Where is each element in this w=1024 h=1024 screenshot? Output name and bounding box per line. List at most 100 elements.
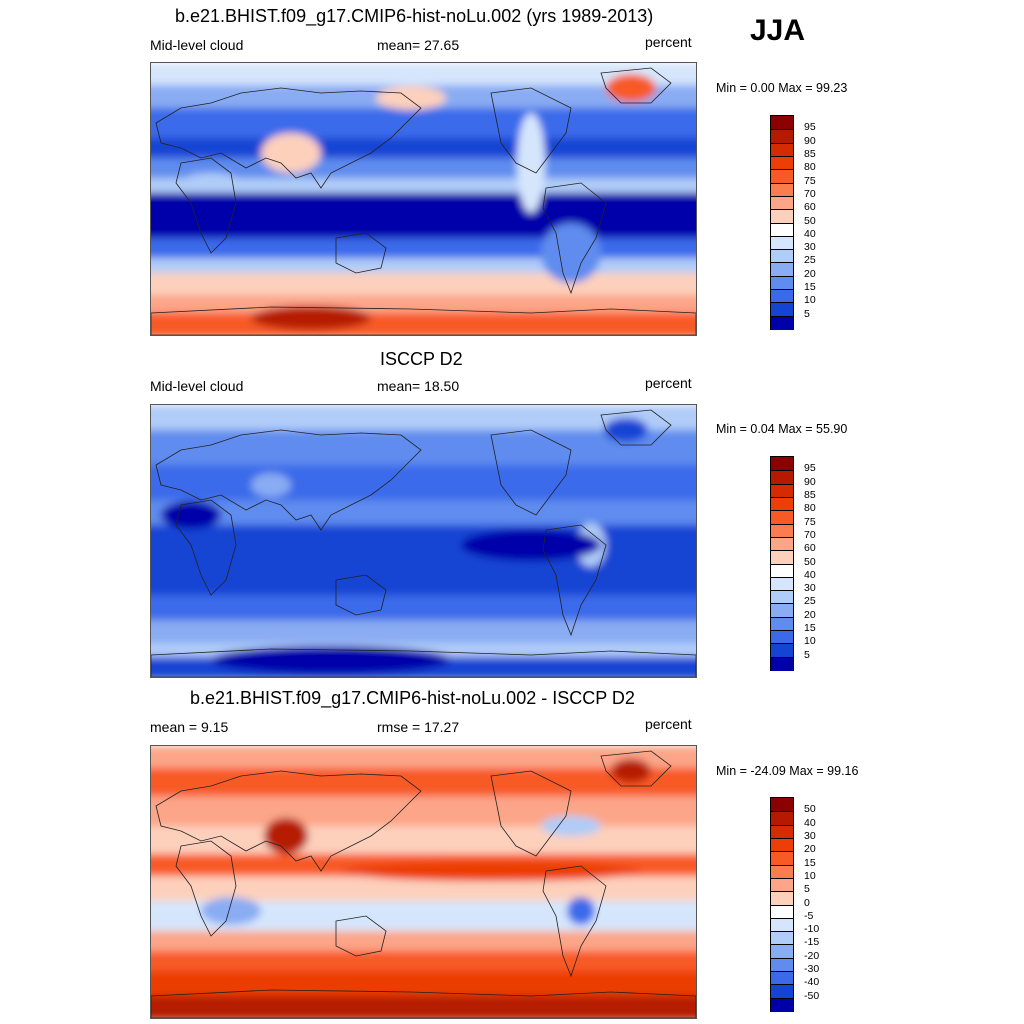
panel-2-units-label: percent	[645, 375, 692, 391]
colorbar-swatch	[771, 510, 793, 525]
colorbar-swatch	[771, 536, 793, 551]
panel-1-variable-label: Mid-level cloud	[150, 37, 244, 53]
colorbar-label: 20	[804, 608, 816, 621]
colorbar-label: 30	[804, 241, 816, 254]
colorbar-label: 10	[804, 869, 816, 882]
colorbar-label: 20	[804, 843, 816, 856]
colorbar-swatch	[771, 289, 793, 303]
colorbar-swatch	[771, 984, 793, 999]
colorbar-label: 95	[804, 462, 816, 475]
panel-2-variable-label: Mid-level cloud	[150, 378, 244, 394]
colorbar-label: -50	[804, 989, 820, 1002]
colorbar-swatch	[771, 249, 793, 263]
colorbar-swatch	[771, 315, 793, 330]
colorbar-label: 25	[804, 254, 816, 267]
colorbar-swatch	[771, 302, 793, 317]
panel-3-colorbar	[770, 797, 794, 1012]
colorbar-label: 60	[804, 201, 816, 214]
colorbar-swatch	[771, 917, 793, 932]
colorbar-label: 10	[804, 294, 816, 307]
colorbar-swatch	[771, 616, 793, 631]
colorbar-swatch	[771, 837, 793, 852]
colorbar-label: 85	[804, 488, 816, 501]
colorbar-swatch	[771, 877, 793, 892]
panel-1-map	[150, 62, 697, 336]
colorbar-swatch	[771, 576, 793, 591]
colorbar-swatch	[771, 904, 793, 919]
colorbar-label: 50	[804, 555, 816, 568]
colorbar-label: 50	[804, 214, 816, 227]
colorbar-swatch	[771, 523, 793, 538]
colorbar-swatch	[771, 931, 793, 945]
colorbar-label: 30	[804, 829, 816, 842]
colorbar-swatch	[771, 222, 793, 237]
colorbar-swatch	[771, 195, 793, 210]
panel-1-title: b.e21.BHIST.f09_g17.CMIP6-hist-noLu.002 …	[175, 6, 654, 26]
colorbar-label: 10	[804, 635, 816, 648]
colorbar-swatch	[771, 235, 793, 250]
colorbar-swatch	[771, 798, 793, 812]
colorbar-swatch	[771, 169, 793, 184]
colorbar-swatch	[771, 116, 793, 130]
colorbar-swatch	[771, 824, 793, 839]
colorbar-swatch	[771, 550, 793, 564]
colorbar-label: 60	[804, 542, 816, 555]
colorbar-swatch	[771, 643, 793, 658]
colorbar-label: 95	[804, 121, 816, 134]
colorbar-swatch	[771, 129, 793, 144]
colorbar-swatch	[771, 971, 793, 985]
colorbar-label: 90	[804, 475, 816, 488]
panel-1-colorbar	[770, 115, 794, 330]
colorbar-swatch	[771, 155, 793, 170]
colorbar-label: 5	[804, 307, 810, 320]
panel-2-colorbar	[770, 456, 794, 671]
colorbar-swatch	[771, 603, 793, 618]
colorbar-swatch	[771, 457, 793, 471]
panel-3-min-max: Min = -24.09 Max = 99.16	[716, 764, 859, 778]
colorbar-label: 5	[804, 883, 810, 896]
panel-3-title: b.e21.BHIST.f09_g17.CMIP6-hist-noLu.002 …	[190, 688, 635, 708]
panel-2-title: ISCCP D2	[380, 349, 463, 369]
colorbar-label: 40	[804, 816, 816, 829]
colorbar-swatch	[771, 851, 793, 866]
colorbar-swatch	[771, 864, 793, 879]
colorbar-label: 30	[804, 582, 816, 595]
colorbar-label: -5	[804, 909, 814, 922]
colorbar-swatch	[771, 630, 793, 644]
panel-1-units-label: percent	[645, 34, 692, 50]
colorbar-swatch	[771, 944, 793, 959]
colorbar-label: 5	[804, 648, 810, 661]
colorbar-label: 25	[804, 595, 816, 608]
panel-2-mean-label: mean= 18.50	[377, 378, 460, 394]
panel-1-mean-label: mean= 27.65	[377, 37, 460, 53]
panel-3-map	[150, 745, 697, 1019]
panel-3-mean-label: mean = 9.15	[150, 719, 229, 735]
colorbar-swatch	[771, 496, 793, 511]
colorbar-swatch	[771, 656, 793, 671]
colorbar-swatch	[771, 182, 793, 197]
colorbar-label: 50	[804, 803, 816, 816]
colorbar-label: -30	[804, 963, 820, 976]
colorbar-label: 15	[804, 622, 816, 635]
panel-3-units-label: percent	[645, 716, 692, 732]
colorbar-swatch	[771, 209, 793, 223]
colorbar-label: 85	[804, 147, 816, 160]
colorbar-swatch	[771, 470, 793, 485]
colorbar-label: -10	[804, 923, 820, 936]
colorbar-swatch	[771, 142, 793, 157]
colorbar-label: 0	[804, 896, 810, 909]
colorbar-label: 90	[804, 134, 816, 147]
panel-3-rmse-label: rmse = 17.27	[377, 719, 460, 735]
colorbar-label: 75	[804, 515, 816, 528]
colorbar-swatch	[771, 957, 793, 972]
colorbar-swatch	[771, 275, 793, 290]
colorbar-swatch	[771, 483, 793, 498]
colorbar-label: -20	[804, 949, 820, 962]
colorbar-label: 40	[804, 227, 816, 240]
colorbar-label: -40	[804, 976, 820, 989]
colorbar-label: 15	[804, 281, 816, 294]
colorbar-label: -15	[804, 936, 820, 949]
colorbar-swatch	[771, 891, 793, 905]
panel-2-min-max: Min = 0.04 Max = 55.90	[716, 422, 848, 436]
colorbar-label: 70	[804, 528, 816, 541]
